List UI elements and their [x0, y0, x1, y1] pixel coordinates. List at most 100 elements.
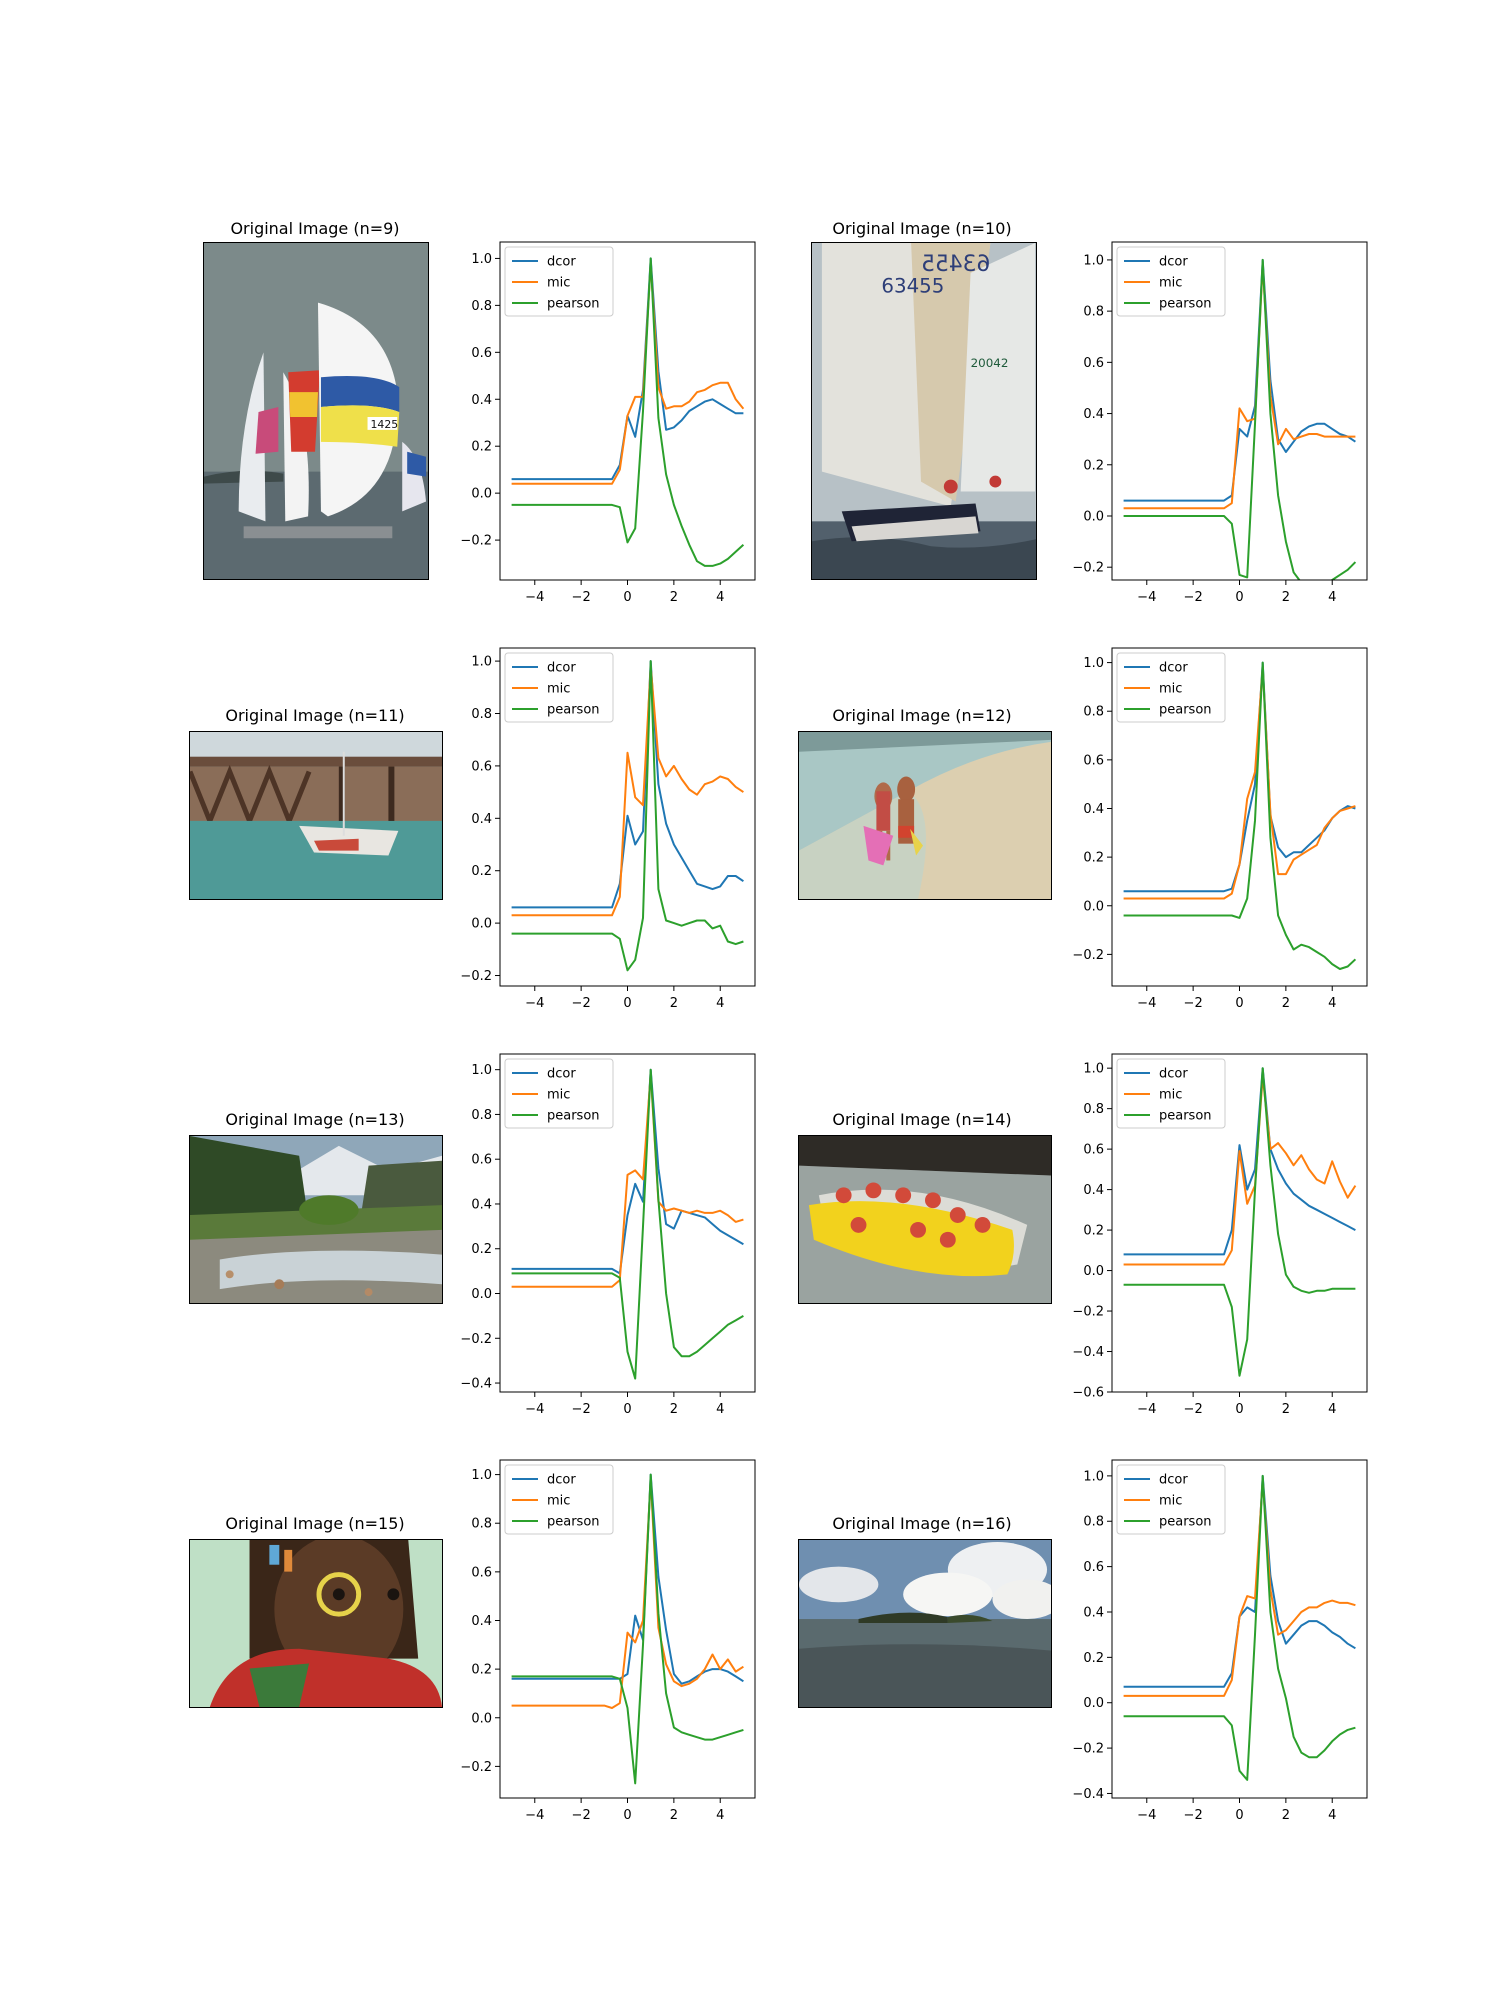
- photo-n12: [798, 731, 1052, 900]
- y-tick-label: −0.4: [1072, 1345, 1104, 1360]
- x-tick-label: 2: [1282, 590, 1290, 605]
- series-line-pearson: [511, 1068, 744, 1380]
- x-tick-label: 0: [623, 996, 631, 1011]
- y-tick-label: 1.0: [471, 655, 492, 670]
- y-tick-label: 0.0: [1083, 1696, 1104, 1711]
- y-tick-label: 0.2: [1083, 851, 1104, 866]
- legend-label-pearson: pearson: [1159, 703, 1212, 718]
- x-tick-label: 2: [1282, 996, 1290, 1011]
- svg-text:63455: 63455: [921, 252, 990, 277]
- x-tick-label: −4: [1137, 590, 1156, 605]
- panel-title-n16: Original Image (n=16): [832, 1514, 1012, 1533]
- legend: dcor mic pearson: [504, 652, 614, 723]
- y-tick-label: −0.2: [1072, 948, 1104, 963]
- x-tick-label: −2: [572, 1402, 591, 1417]
- x-tick-label: 2: [670, 1402, 678, 1417]
- x-tick-label: −2: [572, 996, 591, 1011]
- legend: dcor mic pearson: [504, 1464, 614, 1535]
- legend-label-dcor: dcor: [1159, 1473, 1188, 1488]
- plot-n13: −4 −2 0 2 4 −0.4 −0.2 0.0 0.2 0.4 0.6 0.8 1.0 dcor mic…: [460, 1053, 756, 1417]
- x-tick-label: 4: [716, 590, 724, 605]
- y-tick-label: 0.0: [471, 917, 492, 932]
- panel-title-n11: Original Image (n=11): [225, 706, 405, 725]
- x-tick-label: 2: [670, 1808, 678, 1823]
- y-tick-label: 0.6: [471, 346, 492, 361]
- legend: dcor mic pearson: [1116, 1058, 1226, 1129]
- legend-label-mic: mic: [1159, 1494, 1182, 1509]
- x-tick-label: 2: [1282, 1402, 1290, 1417]
- y-tick-label: 1.0: [1083, 656, 1104, 671]
- series-line-pearson: [1123, 1474, 1356, 1781]
- y-tick-label: −0.4: [1072, 1787, 1104, 1802]
- y-tick-label: 0.2: [1083, 1651, 1104, 1666]
- panel-title-n14: Original Image (n=14): [832, 1110, 1012, 1129]
- y-tick-label: 0.8: [471, 1108, 492, 1123]
- x-tick-label: −2: [1184, 590, 1203, 605]
- legend-label-dcor: dcor: [1159, 255, 1188, 270]
- legend-label-pearson: pearson: [1159, 297, 1212, 312]
- series-line-mic: [1123, 1075, 1357, 1266]
- legend-label-mic: mic: [1159, 276, 1182, 291]
- series-line-dcor: [1123, 1067, 1356, 1256]
- x-tick-label: −4: [1137, 1808, 1156, 1823]
- y-tick-label: −0.2: [460, 969, 492, 984]
- photo-n13: [189, 1135, 443, 1304]
- legend-label-pearson: pearson: [547, 703, 600, 718]
- y-tick-label: −0.2: [460, 1332, 492, 1347]
- svg-text:63455: 63455: [881, 275, 944, 298]
- legend-label-pearson: pearson: [547, 297, 600, 312]
- x-tick-label: 0: [623, 590, 631, 605]
- y-tick-label: 0.6: [471, 1153, 492, 1168]
- x-tick-label: 4: [716, 996, 724, 1011]
- x-tick-label: 4: [1328, 996, 1336, 1011]
- x-tick-label: 4: [1328, 1402, 1336, 1417]
- plot-n12: −4 −2 0 2 4 −0.2 0.0 0.2 0.4 0.6 0.8 1.0 dcor mic pear…: [1072, 647, 1368, 1011]
- series-line-dcor: [1123, 258, 1356, 502]
- plot-n11: −4 −2 0 2 4 −0.2 0.0 0.2 0.4 0.6 0.8 1.0 dcor mic pear…: [460, 647, 756, 1011]
- legend: dcor mic pearson: [504, 1058, 614, 1129]
- y-tick-label: 0.4: [1083, 802, 1104, 817]
- x-tick-label: 4: [716, 1808, 724, 1823]
- legend: dcor mic pearson: [1116, 246, 1226, 317]
- x-tick-label: −4: [1137, 996, 1156, 1011]
- legend-label-pearson: pearson: [547, 1109, 600, 1124]
- y-tick-label: 0.8: [471, 299, 492, 314]
- y-tick-label: 0.0: [1083, 1264, 1104, 1279]
- y-tick-label: 0.6: [471, 1565, 492, 1580]
- y-tick-label: 1.0: [471, 252, 492, 267]
- series-line-mic: [1123, 666, 1356, 900]
- series-line-pearson: [511, 257, 745, 567]
- y-tick-label: 0.4: [1083, 1605, 1104, 1620]
- x-tick-label: −4: [525, 1808, 544, 1823]
- legend-label-pearson: pearson: [1159, 1515, 1212, 1530]
- legend-label-dcor: dcor: [547, 661, 576, 676]
- y-tick-label: 0.2: [471, 1242, 492, 1257]
- series-line-mic: [511, 262, 745, 485]
- y-tick-label: 1.0: [471, 1468, 492, 1483]
- y-tick-label: 0.2: [1083, 458, 1104, 473]
- series-line-mic: [511, 1478, 744, 1709]
- legend-label-dcor: dcor: [1159, 1067, 1188, 1082]
- y-tick-label: 0.8: [471, 1517, 492, 1532]
- legend-label-dcor: dcor: [547, 255, 576, 270]
- y-tick-label: 0.6: [1083, 356, 1104, 371]
- x-tick-label: −2: [1184, 1402, 1203, 1417]
- x-tick-label: 0: [1235, 1402, 1243, 1417]
- y-tick-label: 0.0: [471, 487, 492, 502]
- y-tick-label: 0.0: [1083, 509, 1104, 524]
- y-tick-label: 0.0: [471, 1287, 492, 1302]
- x-tick-label: −2: [1184, 1808, 1203, 1823]
- x-tick-label: −2: [1184, 996, 1203, 1011]
- x-tick-label: −2: [572, 590, 591, 605]
- series-line-dcor: [511, 1473, 744, 1685]
- y-tick-label: 0.2: [471, 440, 492, 455]
- y-tick-label: 0.6: [1083, 1560, 1104, 1575]
- y-tick-label: −0.4: [460, 1377, 492, 1392]
- legend: dcor mic pearson: [1116, 1464, 1226, 1535]
- series-line-pearson: [1123, 661, 1357, 970]
- y-tick-label: −0.2: [460, 1760, 492, 1775]
- y-tick-label: 0.0: [471, 1711, 492, 1726]
- legend-label-mic: mic: [547, 1494, 570, 1509]
- photo-n11: [189, 731, 443, 900]
- y-tick-label: −0.2: [1072, 561, 1104, 576]
